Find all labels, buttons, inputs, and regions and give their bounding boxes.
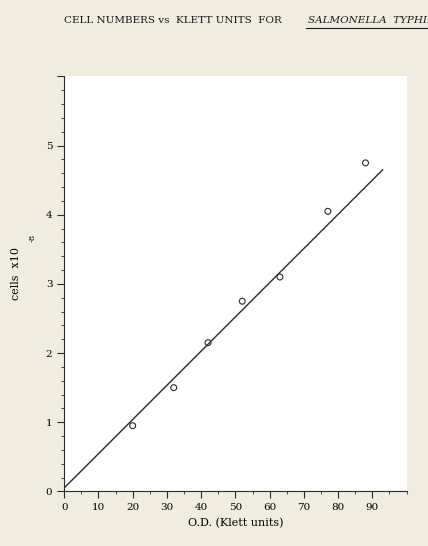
Point [239, 297, 246, 306]
Point [324, 207, 331, 216]
Text: CELL NUMBERS vs  KLETT UNITS  FOR: CELL NUMBERS vs KLETT UNITS FOR [64, 16, 288, 25]
Text: -8: -8 [29, 233, 37, 242]
Point [205, 339, 211, 347]
Text: cells  x10: cells x10 [11, 246, 21, 300]
Text: SALMONELLA  TYPHIMURIUM: SALMONELLA TYPHIMURIUM [308, 16, 428, 25]
X-axis label: O.D. (Klett units): O.D. (Klett units) [187, 518, 283, 528]
Point [170, 383, 177, 392]
Point [129, 422, 136, 430]
Point [362, 158, 369, 167]
Point [276, 272, 283, 281]
